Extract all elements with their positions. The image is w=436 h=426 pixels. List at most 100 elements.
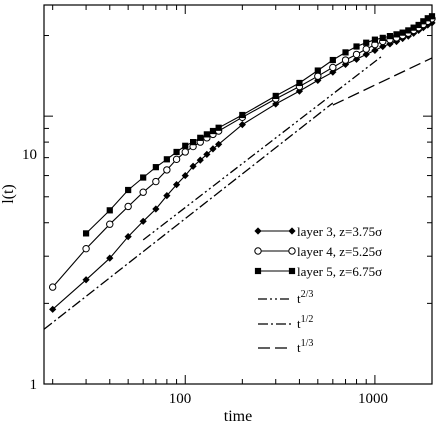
data-point-layer-3: [386, 40, 394, 48]
data-point-layer-3: [352, 55, 361, 63]
legend-label-layer-5: layer 5, z=6.75σ: [297, 264, 382, 279]
data-point-layer-5: [329, 56, 336, 64]
data-point-layer-5: [428, 13, 436, 20]
data-point-layer-4: [82, 244, 90, 253]
data-point-layer-4: [163, 166, 171, 174]
data-point-layer-5: [371, 36, 379, 43]
legend-samples: [254, 227, 296, 349]
data-point-layer-5: [272, 92, 279, 100]
data-point-layer-3: [196, 156, 204, 164]
series-line-5: [85, 15, 433, 234]
plot-frame: [43, 4, 433, 385]
data-point-layer-4: [139, 188, 147, 196]
data-point-layer-3: [371, 46, 379, 54]
data-point-layer-3: [238, 120, 246, 129]
y-axis-title: l(t): [0, 184, 17, 204]
legend-label-layer-4: layer 4, z=5.25σ: [297, 244, 382, 259]
data-point-layer-5: [239, 111, 246, 119]
data-point-layer-3: [106, 254, 114, 262]
legend-sample-marker-layer-4: [288, 247, 296, 255]
data-point-layer-5: [203, 131, 210, 138]
data-point-layer-4: [172, 155, 181, 164]
data-point-layer-4: [329, 63, 337, 72]
x-tick-label-100: 100: [169, 391, 192, 407]
data-point-layer-5: [415, 21, 422, 29]
legend-label-t23: t2/3: [297, 289, 313, 306]
y-tick-label-1: 1: [30, 377, 38, 393]
data-point-layer-5: [209, 127, 217, 135]
data-point-layer-5: [173, 148, 180, 156]
data-point-layer-4: [48, 283, 57, 291]
data-point-layer-5: [405, 27, 412, 34]
data-point-layer-3: [181, 171, 189, 180]
data-point-layer-4: [152, 177, 160, 186]
data-point-layer-5: [363, 39, 370, 46]
data-point-layer-3: [362, 50, 370, 59]
data-point-layer-4: [362, 45, 370, 53]
axis-ticks: [44, 5, 433, 385]
data-point-layer-5: [296, 79, 303, 87]
data-point-layer-5: [342, 49, 349, 56]
data-point-layer-3: [172, 181, 181, 189]
data-point-layer-5: [410, 24, 417, 31]
data-point-layer-5: [393, 31, 400, 38]
data-point-layer-5: [353, 43, 360, 50]
legend-label-t13: t1/3: [297, 338, 313, 355]
data-point-layer-3: [379, 42, 387, 51]
data-point-layer-5: [424, 15, 431, 22]
data-point-layer-5: [215, 124, 222, 131]
data-point-layer-3: [209, 145, 217, 153]
legend-sample-marker-layer-3: [254, 227, 262, 235]
reference-line-2: [332, 57, 433, 106]
data-point-layer-5: [82, 230, 90, 237]
legend-sample-marker-layer-5: [288, 267, 296, 275]
reference-line-0: [142, 54, 384, 241]
data-point-layer-5: [189, 139, 197, 146]
data-point-layer-4: [124, 202, 132, 211]
data-point-layer-5: [420, 18, 427, 25]
data-point-layer-5: [163, 156, 170, 163]
data-point-layer-5: [197, 134, 204, 141]
series-markers: [48, 13, 436, 313]
legend-label-t12: t1/2: [297, 314, 313, 331]
data-point-layer-5: [314, 67, 321, 74]
legend-label-t12-base: t: [297, 316, 301, 331]
y-tick-label-10: 10: [22, 147, 37, 163]
data-point-layer-5: [106, 207, 113, 214]
data-point-layer-3: [139, 217, 147, 225]
legend-label-t12-exp: 1/2: [301, 314, 314, 325]
reference-lines: [43, 54, 433, 330]
data-point-layer-3: [49, 305, 57, 313]
data-point-layer-5: [182, 142, 189, 149]
x-tick-label-1000: 1000: [358, 391, 388, 407]
legend-label-t23-base: t: [297, 291, 301, 306]
data-point-layer-4: [352, 50, 361, 59]
legend: layer 3, z=3.75σ layer 4, z=5.25σ layer …: [254, 224, 382, 355]
data-point-layer-4: [106, 220, 114, 228]
data-point-layer-4: [314, 72, 322, 80]
data-point-layer-3: [124, 233, 132, 241]
legend-sample-marker-layer-4: [254, 247, 262, 255]
data-point-layer-5: [125, 186, 132, 194]
data-point-layer-3: [203, 150, 211, 158]
data-point-layer-4: [181, 148, 189, 156]
x-axis-title: time: [224, 408, 252, 425]
data-point-layer-5: [152, 164, 159, 171]
legend-sample-marker-layer-3: [288, 227, 296, 235]
data-point-layer-3: [189, 162, 197, 170]
data-point-layer-3: [163, 192, 171, 200]
data-point-layer-5: [399, 29, 406, 36]
legend-label-t13-exp: 1/3: [301, 338, 314, 349]
data-point-layer-5: [386, 33, 394, 40]
data-point-layer-3: [215, 140, 223, 148]
data-point-layer-5: [379, 34, 386, 41]
legend-sample-marker-layer-5: [254, 267, 262, 275]
data-point-layer-3: [295, 87, 304, 95]
data-point-layer-3: [272, 100, 280, 108]
data-point-layer-3: [152, 205, 160, 213]
data-point-layer-3: [82, 276, 90, 284]
legend-label-t13-base: t: [297, 340, 301, 355]
data-point-layer-5: [140, 174, 147, 181]
legend-label-t23-exp: 2/3: [301, 289, 314, 300]
